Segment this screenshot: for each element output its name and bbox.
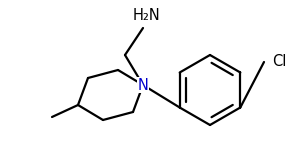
Text: H₂N: H₂N (133, 9, 161, 24)
Text: N: N (137, 78, 148, 93)
Text: Cl: Cl (272, 55, 286, 69)
